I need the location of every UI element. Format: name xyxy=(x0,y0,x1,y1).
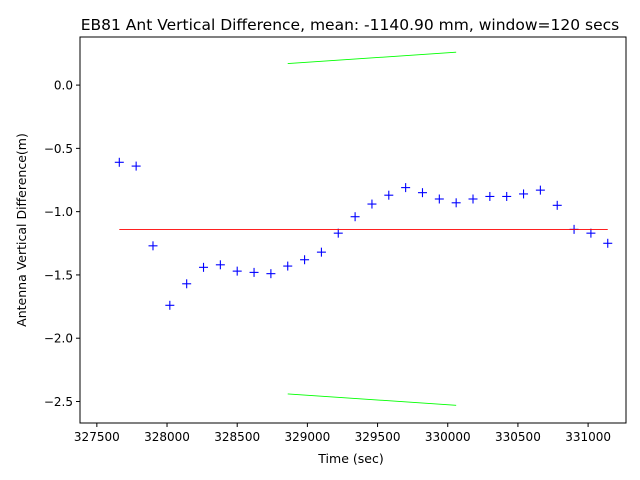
data-point xyxy=(401,183,411,193)
data-point xyxy=(384,190,394,200)
y-tick-label: −2.0 xyxy=(44,332,73,346)
x-tick-label: 328500 xyxy=(214,430,260,444)
data-point xyxy=(300,255,310,265)
data-point xyxy=(586,228,596,238)
data-point xyxy=(535,185,545,195)
plot-area xyxy=(114,51,613,406)
x-tick-label: 328000 xyxy=(144,430,190,444)
series-line-2 xyxy=(287,51,457,65)
y-tick-label: −2.5 xyxy=(44,395,73,409)
chart-title: EB81 Ant Vertical Difference, mean: -114… xyxy=(81,16,620,34)
data-point xyxy=(316,247,326,257)
y-tick-label: −1.5 xyxy=(44,268,73,282)
x-tick-label: 329500 xyxy=(355,430,401,444)
data-point xyxy=(451,198,461,208)
data-point xyxy=(417,188,427,198)
data-point xyxy=(165,300,175,310)
data-point xyxy=(266,269,276,279)
data-point xyxy=(552,200,562,210)
data-point xyxy=(199,262,209,272)
x-tick-label: 329000 xyxy=(284,430,330,444)
data-point xyxy=(367,199,377,209)
x-axis-label: Time (sec) xyxy=(317,451,383,466)
y-axis: 0.0 −0.5 −1.0 −1.5 −2.0 −2.5 xyxy=(44,79,80,409)
data-point xyxy=(502,191,512,201)
x-tick-label: 331000 xyxy=(565,430,611,444)
x-tick-label: 330500 xyxy=(495,430,541,444)
data-point xyxy=(485,191,495,201)
data-point xyxy=(131,161,141,171)
y-tick-label: −1.0 xyxy=(44,205,73,219)
y-axis-label: Antenna Vertical Difference(m) xyxy=(14,133,29,327)
y-tick-label: 0.0 xyxy=(54,79,73,93)
data-point xyxy=(434,194,444,204)
data-point xyxy=(182,279,192,289)
data-point xyxy=(519,189,529,199)
data-point xyxy=(249,267,259,277)
series-line-3 xyxy=(287,393,457,406)
data-point xyxy=(148,241,158,251)
x-tick-label: 327500 xyxy=(74,430,120,444)
data-point xyxy=(468,194,478,204)
data-point xyxy=(350,212,360,222)
data-point xyxy=(215,260,225,270)
data-point xyxy=(232,266,242,276)
plot-frame xyxy=(79,36,627,424)
x-axis: 327500 328000 328500 329000 329500 330000 3305… xyxy=(74,423,611,444)
data-point xyxy=(283,261,293,271)
data-point xyxy=(114,157,124,167)
data-point xyxy=(333,228,343,238)
y-tick-label: −0.5 xyxy=(44,142,73,156)
x-tick-label: 330000 xyxy=(425,430,471,444)
data-point xyxy=(603,238,613,248)
